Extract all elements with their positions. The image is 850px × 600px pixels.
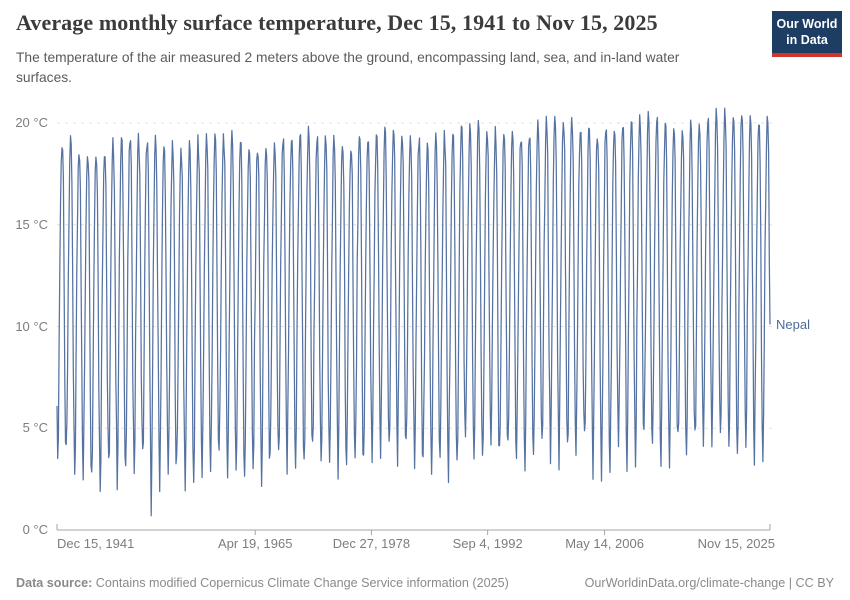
nepal-series-line [56,107,771,517]
chart-footer: Data source: Contains modified Copernicu… [16,576,834,590]
data-source-label: Data source: [16,576,93,590]
owid-link[interactable]: OurWorldinData.org/climate-change | CC B… [584,576,834,590]
page-title: Average monthly surface temperature, Dec… [16,10,658,35]
owid-logo-red-bar [772,53,842,58]
x-tick-label-3: Sep 4, 1992 [452,536,523,551]
owid-logo-line2: in Data [786,32,828,47]
y-tick-label-15: 15 °C [15,216,48,232]
owid-logo[interactable]: Our World in Data [772,11,842,58]
x-tick-label-2: Dec 27, 1978 [332,536,411,551]
chart-subtitle: The temperature of the air measured 2 me… [16,50,680,85]
y-tick-label-20: 20 °C [15,115,48,130]
x-tick-label-1: Apr 19, 1965 [217,536,293,551]
series-label-nepal[interactable]: Nepal [776,317,810,333]
owid-logo-line1: Our World [776,17,838,31]
data-source-text: Data source: Contains modified Copernicu… [16,576,509,590]
x-tick-label-5: Nov 15, 2025 [697,536,775,551]
y-tick-label-5: 5 °C [22,420,48,436]
y-tick-label-0: 0 °C [22,522,48,537]
x-tick-label-4: May 14, 2006 [565,536,644,551]
x-tick-label-0: Dec 15, 1941 [57,536,135,551]
y-tick-label-10: 10 °C [15,318,48,334]
